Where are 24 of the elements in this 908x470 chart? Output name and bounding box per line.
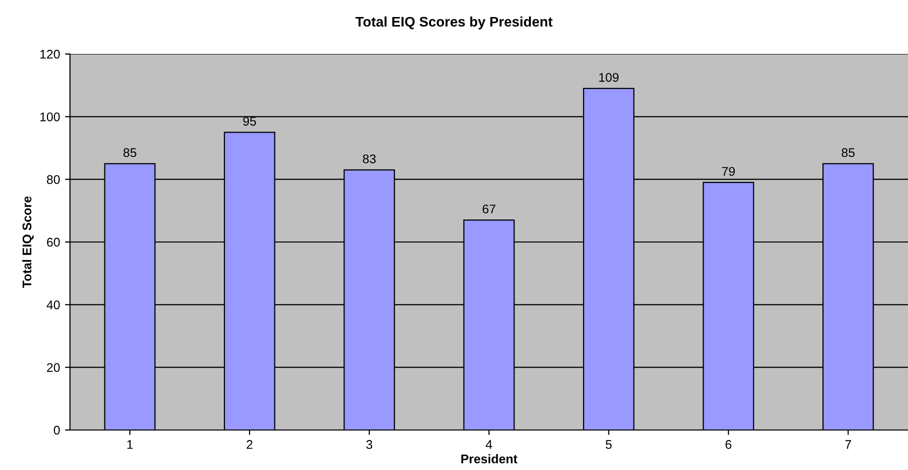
x-tick-label: 5 — [606, 440, 612, 449]
x-tick-label: 3 — [366, 440, 372, 449]
y-tick-label: 0 — [54, 426, 60, 435]
x-tick-label: 4 — [486, 440, 492, 449]
chart-title: Total EIQ Scores by President — [355, 16, 553, 30]
x-tick-label: 1 — [127, 440, 133, 449]
x-axis-title: President — [461, 454, 518, 464]
data-label: 79 — [722, 166, 735, 176]
data-label: 83 — [362, 154, 376, 164]
x-tick-label: 2 — [246, 440, 252, 449]
y-tick-label: 20 — [47, 363, 60, 372]
y-tick-label: 120 — [40, 50, 60, 59]
data-label: 95 — [243, 116, 256, 126]
data-label: 85 — [123, 148, 136, 158]
data-label: 85 — [842, 148, 855, 158]
y-tick-label: 60 — [47, 238, 60, 247]
x-tick-label: 6 — [726, 440, 732, 449]
y-axis-title: Total EIQ Score — [22, 196, 34, 288]
data-label: 67 — [482, 204, 496, 214]
y-tick-label: 80 — [46, 175, 60, 184]
y-tick-label: 40 — [46, 300, 60, 310]
data-label: 109 — [599, 72, 619, 82]
y-tick-label: 100 — [40, 112, 60, 122]
x-tick-label: 7 — [845, 440, 851, 449]
